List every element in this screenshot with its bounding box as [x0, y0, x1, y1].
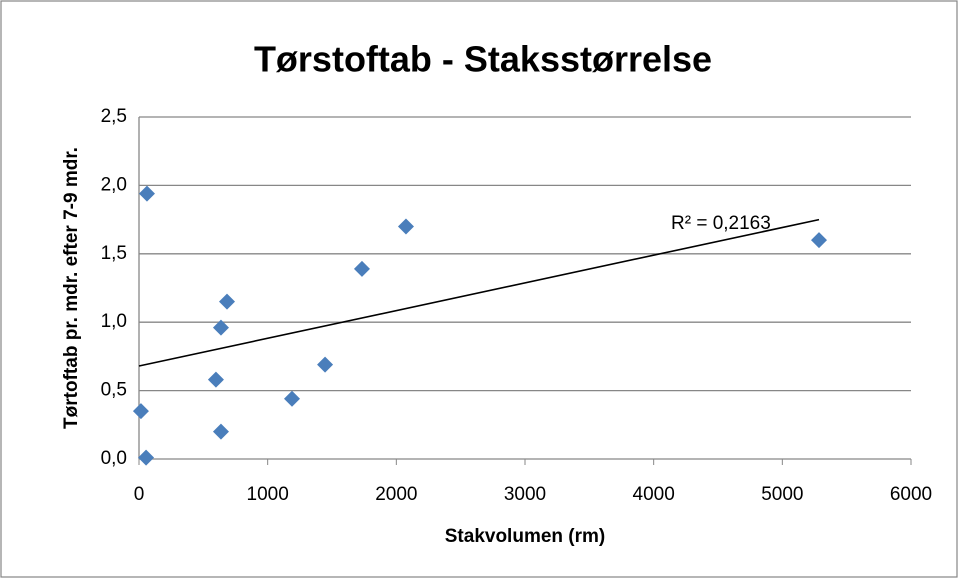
y-tick-label: 0,0	[101, 448, 127, 469]
y-tick-label: 2,5	[101, 106, 127, 127]
marker	[219, 293, 236, 310]
y-axis-label: Tørtoftab pr. mdr. efter 7-9 mdr.	[61, 147, 82, 429]
marker	[212, 319, 229, 336]
marker	[283, 390, 300, 407]
x-tick-label: 4000	[633, 484, 675, 505]
x-tick-label: 0	[134, 484, 145, 505]
marker	[138, 449, 155, 466]
y-tick-label: 1,0	[101, 311, 127, 332]
x-tick-label: 6000	[890, 484, 932, 505]
marker	[317, 356, 334, 373]
x-axis-label: Stakvolumen (rm)	[445, 526, 605, 547]
y-tick-label: 1,5	[101, 243, 127, 264]
trendline	[138, 218, 820, 367]
y-tick-label: 0,5	[101, 380, 127, 401]
x-tick-label: 2000	[375, 484, 417, 505]
trendline-label: R² = 0,2163	[671, 213, 771, 234]
x-tick-label: 1000	[247, 484, 289, 505]
marker	[132, 403, 149, 420]
marker	[397, 218, 414, 235]
chart-title: Tørstoftab - Staksstørrelse	[254, 39, 712, 80]
marker	[212, 423, 229, 440]
y-tick-label: 2,0	[101, 174, 127, 195]
x-tick-label: 5000	[761, 484, 803, 505]
x-tick-label: 3000	[504, 484, 546, 505]
marker	[207, 371, 224, 388]
marker	[353, 260, 370, 277]
marker	[138, 185, 155, 202]
marker	[811, 232, 828, 249]
